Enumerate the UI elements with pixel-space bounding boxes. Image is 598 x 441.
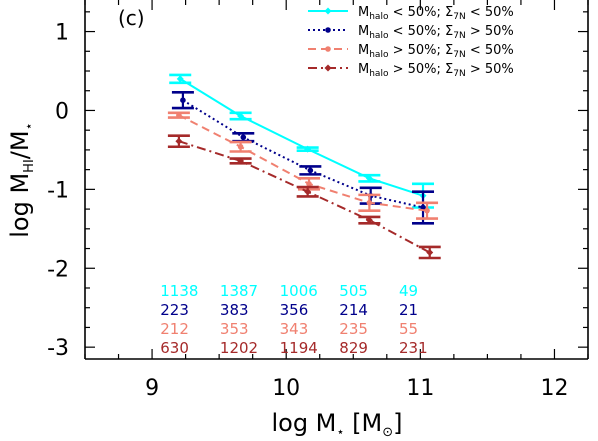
legend-marker <box>325 46 331 52</box>
legend-label: Mhalo < 50%; Σ7N > 50% <box>358 24 514 41</box>
count-label: 353 <box>220 320 249 338</box>
y-tick-label: 1 <box>55 21 69 46</box>
y-tick-label: 0 <box>55 99 69 124</box>
count-label: 630 <box>160 339 189 357</box>
count-label: 214 <box>339 301 368 319</box>
count-label: 1138 <box>160 282 198 300</box>
data-point <box>237 143 244 150</box>
data-point <box>304 188 312 196</box>
count-label: 55 <box>399 320 418 338</box>
data-point <box>307 167 314 174</box>
legend-entry: Mhalo < 50%; Σ7N < 50% <box>308 5 514 22</box>
count-label: 1006 <box>280 282 318 300</box>
legend-label: Mhalo > 50%; Σ7N < 50% <box>358 43 514 60</box>
count-label: 505 <box>339 282 368 300</box>
x-tick-label: 11 <box>406 376 434 401</box>
data-point <box>240 134 247 141</box>
count-label: 356 <box>280 301 309 319</box>
legend-label: Mhalo > 50%; Σ7N > 50% <box>358 62 514 79</box>
x-axis-title: log M⋆ [M⊙] <box>271 409 402 440</box>
data-point <box>237 157 245 165</box>
count-label: 231 <box>399 339 428 357</box>
data-point <box>176 75 184 83</box>
count-label: 235 <box>339 320 368 338</box>
count-label: 343 <box>280 320 309 338</box>
count-label: 383 <box>220 301 249 319</box>
data-point <box>426 248 434 256</box>
y-tick-label: -1 <box>47 178 69 203</box>
legend-marker <box>325 27 331 33</box>
x-tick-label: 9 <box>145 376 159 401</box>
data-point <box>237 112 245 120</box>
count-label: 212 <box>160 320 189 338</box>
data-point <box>365 216 373 224</box>
count-label: 829 <box>339 339 368 357</box>
count-label: 1202 <box>220 339 258 357</box>
series-1 <box>169 73 435 209</box>
legend-entry: Mhalo < 50%; Σ7N > 50% <box>308 24 514 41</box>
y-tick-label: -3 <box>47 336 69 361</box>
panel-label: (c) <box>118 6 145 30</box>
data-point <box>424 207 430 214</box>
series-2 <box>171 91 435 225</box>
series-4 <box>167 134 441 260</box>
count-label: 1194 <box>280 339 318 357</box>
legend-marker <box>324 7 332 15</box>
data-point <box>176 112 182 118</box>
series-layer <box>167 73 441 260</box>
sample-counts: 1138 1387 1006 505 49 223 383 356 214 21 212 353 343… <box>160 282 427 357</box>
count-label: 223 <box>160 301 189 319</box>
y-axis-title: log MHI/M⋆ <box>6 122 37 237</box>
legend-entry: Mhalo > 50%; Σ7N > 50% <box>308 62 514 79</box>
count-label: 21 <box>399 301 418 319</box>
x-tick-label: 10 <box>272 376 300 401</box>
data-point <box>180 97 186 104</box>
legend-label: Mhalo < 50%; Σ7N < 50% <box>358 5 514 22</box>
count-label: 49 <box>399 282 418 300</box>
legend: Mhalo < 50%; Σ7N < 50% Mhalo < 50%; Σ7N >… <box>308 5 514 79</box>
x-tick-label: 12 <box>540 376 568 401</box>
count-label: 1387 <box>220 282 258 300</box>
legend-marker <box>324 64 332 72</box>
data-point <box>420 204 426 211</box>
data-point <box>175 137 183 145</box>
series-3 <box>167 111 439 220</box>
data-point <box>304 145 312 153</box>
x-axis-label: log M⋆ [M⊙] <box>271 409 402 440</box>
y-axis-label: log MHI/M⋆ <box>6 122 37 237</box>
data-point <box>365 174 373 182</box>
legend-entry: Mhalo > 50%; Σ7N < 50% <box>308 43 514 60</box>
data-point <box>306 181 312 187</box>
y-tick-label: -2 <box>47 257 69 282</box>
data-point <box>366 199 373 206</box>
